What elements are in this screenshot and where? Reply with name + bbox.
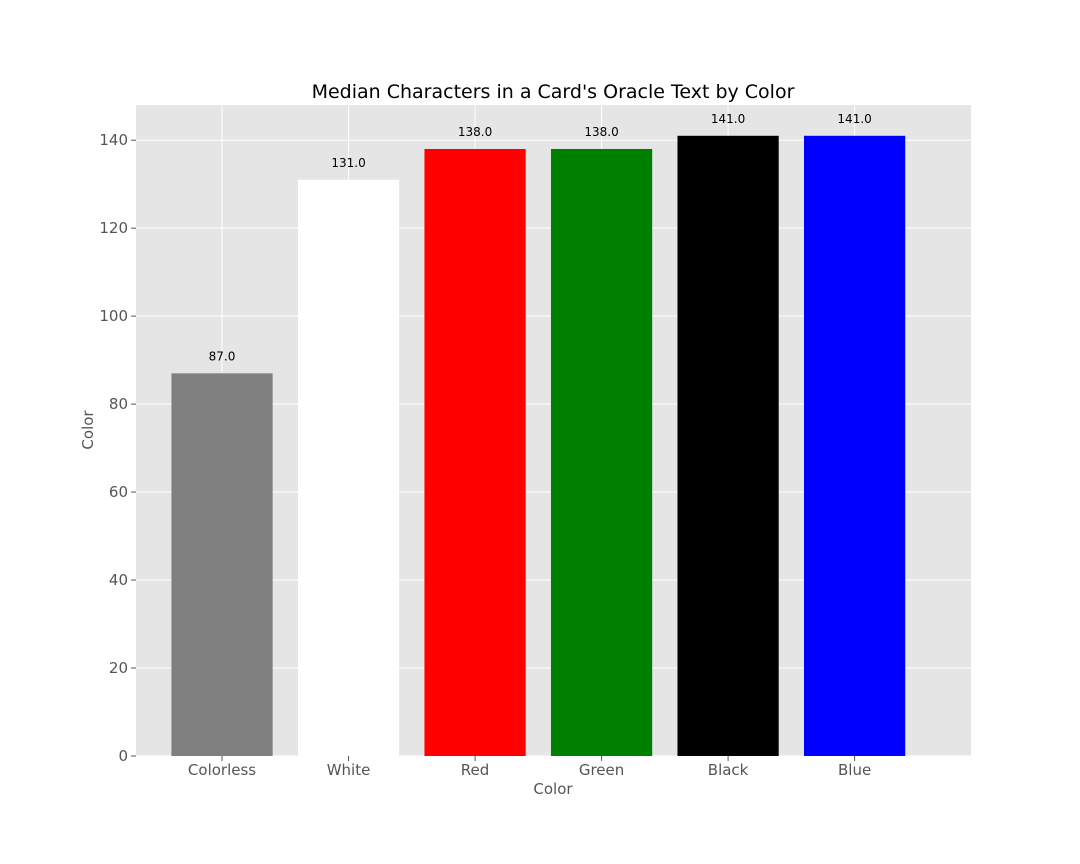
- bars: [171, 135, 906, 757]
- data-label: 138.0: [584, 125, 618, 139]
- bar-black: [677, 135, 779, 757]
- y-tick-label: 100: [99, 307, 128, 325]
- data-label: 141.0: [837, 112, 871, 126]
- data-label: 138.0: [458, 125, 492, 139]
- data-label: 87.0: [209, 349, 236, 363]
- y-tick-label: 80: [109, 395, 128, 413]
- y-tick-label: 20: [109, 659, 128, 677]
- y-tick-label: 40: [109, 571, 128, 589]
- x-tick-label: White: [327, 761, 371, 779]
- y-tick-label: 140: [99, 131, 128, 149]
- x-tick-label: Blue: [838, 761, 871, 779]
- bar-blue: [804, 135, 906, 757]
- y-tick-label: 60: [109, 483, 128, 501]
- data-label: 141.0: [711, 112, 745, 126]
- x-tick-label: Black: [708, 761, 749, 779]
- y-tick-label: 0: [118, 747, 128, 765]
- bar-colorless: [171, 373, 273, 756]
- x-tick-label: Red: [461, 761, 490, 779]
- x-tick-label: Green: [579, 761, 624, 779]
- data-labels: 87.0 131.0 138.0 138.0 141.0 141.0: [209, 112, 872, 364]
- bar-red: [424, 148, 526, 757]
- bar-white: [297, 179, 400, 756]
- x-axis-label: Color: [533, 780, 573, 798]
- y-axis-label: Color: [79, 410, 97, 450]
- axis-ticks: 0 20 40 60 80 100 120 140 Colorless White Red Green…: [99, 131, 871, 779]
- x-tick-label: Colorless: [188, 761, 256, 779]
- y-tick-label: 120: [99, 219, 128, 237]
- data-label: 131.0: [331, 156, 365, 170]
- chart-title: Median Characters in a Card's Oracle Tex…: [312, 81, 795, 103]
- bar-green: [550, 148, 653, 757]
